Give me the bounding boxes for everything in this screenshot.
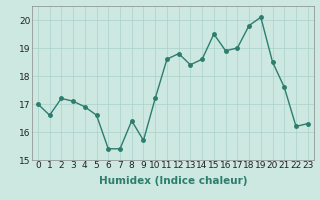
X-axis label: Humidex (Indice chaleur): Humidex (Indice chaleur) <box>99 176 247 186</box>
